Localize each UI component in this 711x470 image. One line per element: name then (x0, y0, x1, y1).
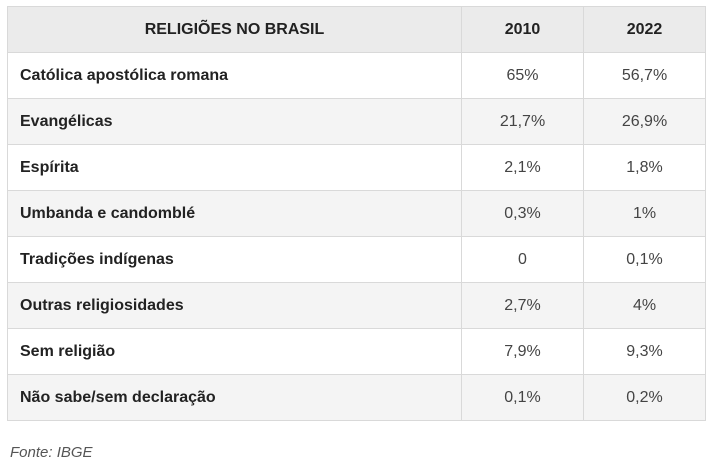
table-row: Outras religiosidades 2,7% 4% (7, 282, 706, 329)
value-2022: 0,2% (583, 374, 706, 421)
value-2010: 0,3% (461, 190, 584, 237)
value-2022: 26,9% (583, 98, 706, 145)
value-2022: 1% (583, 190, 706, 237)
value-2022: 56,7% (583, 52, 706, 99)
row-label: Tradições indígenas (7, 236, 462, 283)
table-row: Católica apostólica romana 65% 56,7% (7, 52, 706, 99)
value-2022: 0,1% (583, 236, 706, 283)
value-2010: 2,7% (461, 282, 584, 329)
value-2010: 65% (461, 52, 584, 99)
row-label: Católica apostólica romana (7, 52, 462, 99)
row-label: Não sabe/sem declaração (7, 374, 462, 421)
value-2010: 7,9% (461, 328, 584, 375)
table-row: Não sabe/sem declaração 0,1% 0,2% (7, 374, 706, 421)
row-label: Outras religiosidades (7, 282, 462, 329)
header-2010: 2010 (461, 6, 584, 53)
value-2010: 2,1% (461, 144, 584, 191)
religions-table-container: RELIGIÕES NO BRASIL 2010 2022 Católica a… (7, 6, 706, 421)
value-2010: 21,7% (461, 98, 584, 145)
row-label: Evangélicas (7, 98, 462, 145)
value-2010: 0,1% (461, 374, 584, 421)
row-label: Espírita (7, 144, 462, 191)
row-label: Umbanda e candomblé (7, 190, 462, 237)
value-2022: 4% (583, 282, 706, 329)
religions-table: RELIGIÕES NO BRASIL 2010 2022 Católica a… (7, 6, 706, 421)
value-2022: 9,3% (583, 328, 706, 375)
source-caption: Fonte: IBGE (10, 444, 93, 461)
table-row: Tradições indígenas 0 0,1% (7, 236, 706, 283)
table-row: Espírita 2,1% 1,8% (7, 144, 706, 191)
table-row: Umbanda e candomblé 0,3% 1% (7, 190, 706, 237)
header-2022: 2022 (583, 6, 706, 53)
value-2022: 1,8% (583, 144, 706, 191)
table-row: Sem religião 7,9% 9,3% (7, 328, 706, 375)
value-2010: 0 (461, 236, 584, 283)
header-religion: RELIGIÕES NO BRASIL (7, 6, 462, 53)
table-header-row: RELIGIÕES NO BRASIL 2010 2022 (7, 6, 706, 53)
row-label: Sem religião (7, 328, 462, 375)
table-row: Evangélicas 21,7% 26,9% (7, 98, 706, 145)
